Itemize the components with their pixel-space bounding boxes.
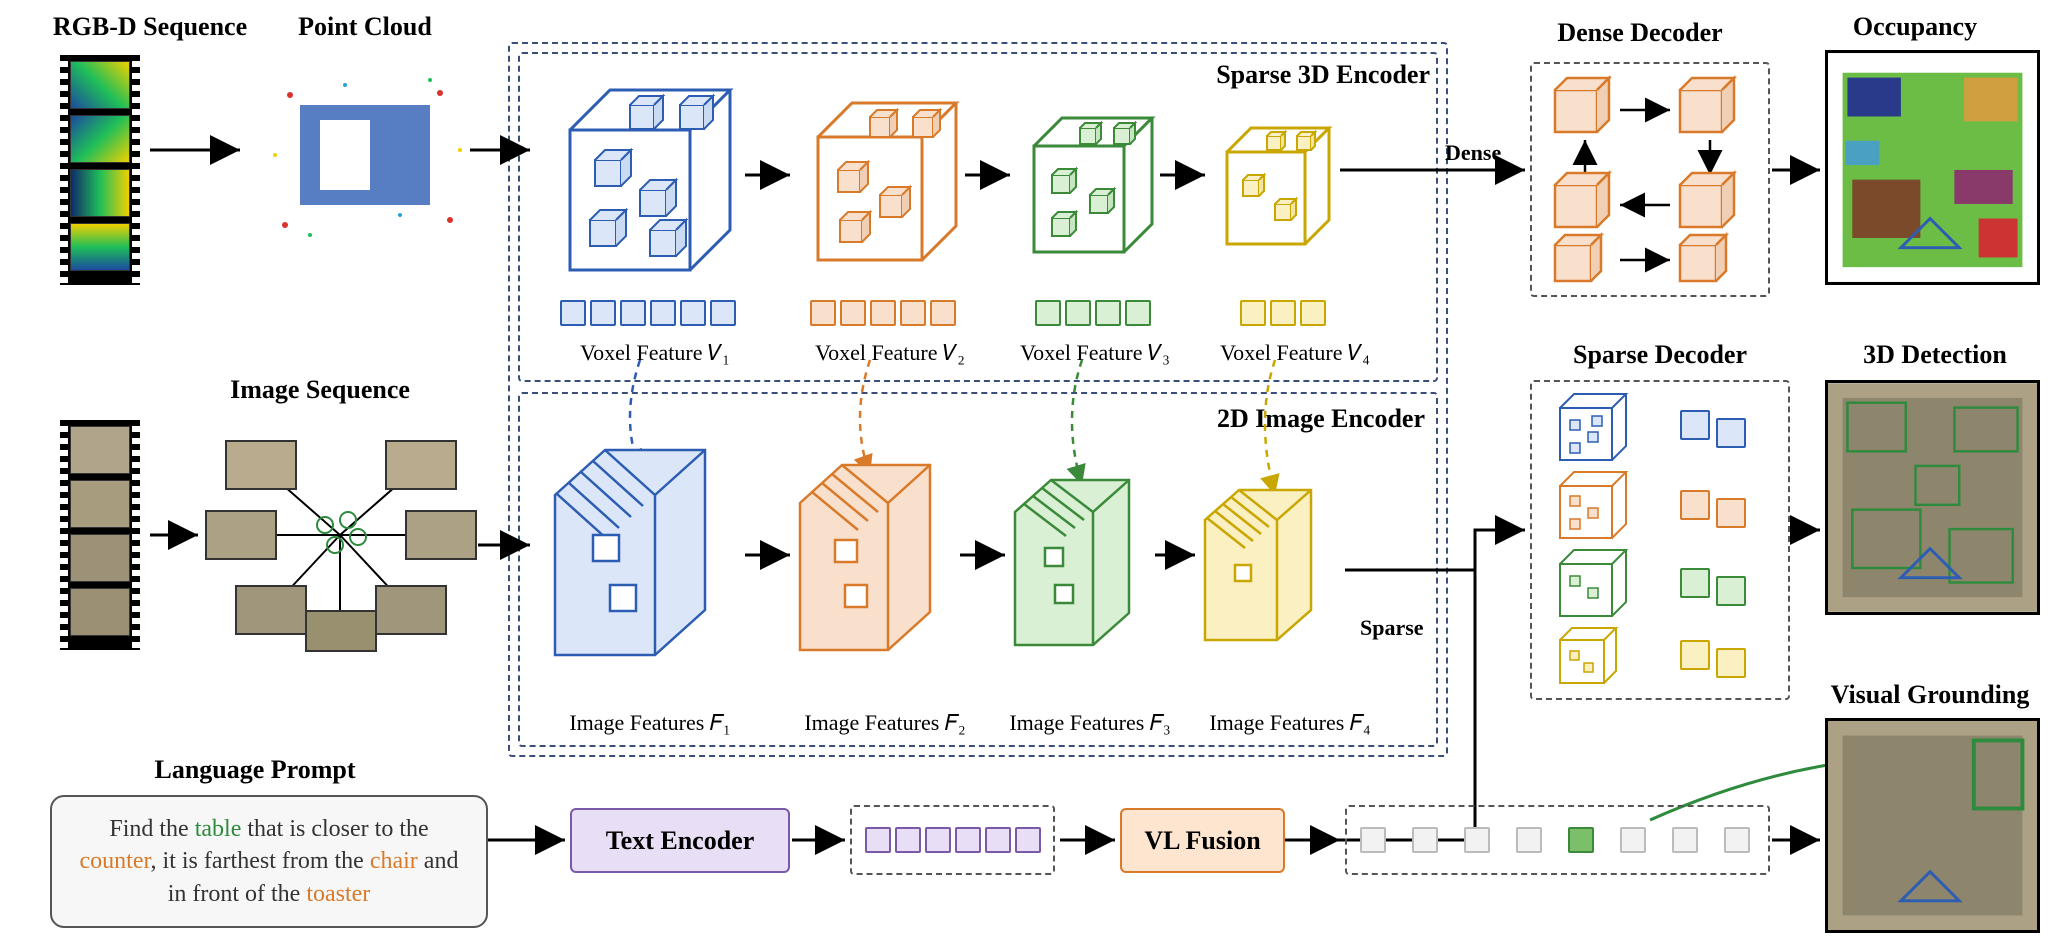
sparse-label: Sparse	[1360, 615, 1424, 641]
sparse-dec-token-2	[1680, 490, 1710, 520]
detection-output	[1825, 380, 2040, 615]
text-tokens	[865, 827, 1041, 853]
sparse-dec-token-2b	[1716, 498, 1746, 528]
image-stack-2	[790, 455, 975, 665]
dense-label: Dense	[1445, 140, 1501, 166]
voxel-tokens-4	[1240, 300, 1326, 326]
vf3-label: Voxel Feature 𝑉₃	[1000, 340, 1190, 366]
prompt-w4: toaster	[306, 881, 370, 907]
vf2-label: Voxel Feature 𝑉₂	[790, 340, 990, 366]
pointcloud-vis	[250, 55, 480, 255]
image-stack-1	[545, 440, 755, 670]
label-imgseq: Image Sequence	[205, 375, 435, 405]
label-sparse3d: Sparse 3D Encoder	[1180, 60, 1430, 90]
sparse-dec-token-4b	[1716, 648, 1746, 678]
voxel-cube-3	[1010, 100, 1170, 270]
label-img2d: 2D Image Encoder	[1180, 404, 1425, 434]
label-sparsedec: Sparse Decoder	[1530, 340, 1790, 370]
prompt-m2: , it is farthest from the	[151, 848, 370, 874]
prompt-m1: that is closer to the	[241, 816, 428, 842]
image-stack-3	[1005, 470, 1165, 660]
prompt-w1: table	[195, 816, 242, 842]
text-encoder-label: Text Encoder	[606, 826, 755, 856]
voxel-cube-1	[540, 70, 750, 290]
label-pointcloud: Point Cloud	[275, 12, 455, 42]
image-sequence-radial	[200, 415, 480, 655]
label-vg: Visual Grounding	[1805, 680, 2054, 710]
vf1-label: Voxel Feature 𝑉₁	[555, 340, 755, 366]
if4-label: Image Features 𝐹₄	[1185, 710, 1395, 736]
img-filmstrip	[60, 420, 140, 650]
if1-label: Image Features 𝐹₁	[540, 710, 760, 736]
grounding-output	[1825, 718, 2040, 933]
sparse-dec-token-1	[1680, 410, 1710, 440]
label-3ddet: 3D Detection	[1830, 340, 2040, 370]
prompt-w3: chair	[370, 848, 418, 874]
label-rgbd: RGB-D Sequence	[35, 12, 265, 42]
if3-label: Image Features 𝐹₃	[985, 710, 1195, 736]
label-langprompt: Language Prompt	[130, 755, 380, 785]
sparse-dec-token-1b	[1716, 418, 1746, 448]
prompt-w2: counter	[80, 848, 151, 874]
voxel-cube-2	[790, 85, 975, 280]
voxel-tokens-2	[810, 300, 956, 326]
vf4-label: Voxel Feature 𝑉₄	[1200, 340, 1390, 366]
sparse-dec-token-4	[1680, 640, 1710, 670]
label-occupancy: Occupancy	[1800, 12, 2030, 42]
sparse-dec-token-3b	[1716, 576, 1746, 606]
label-densedec: Dense Decoder	[1515, 18, 1765, 48]
vl-fusion-label: VL Fusion	[1144, 826, 1260, 856]
text-encoder: Text Encoder	[570, 808, 790, 873]
voxel-cube-4	[1205, 112, 1345, 262]
if2-label: Image Features 𝐹₂	[775, 710, 995, 736]
dense-decoder-cubes	[1540, 70, 1760, 290]
fusion-tokens	[1360, 827, 1750, 853]
occupancy-output	[1825, 50, 2040, 285]
prompt-box: Find the table that is closer to the cou…	[50, 795, 488, 928]
voxel-tokens-3	[1035, 300, 1151, 326]
rgbd-filmstrip	[60, 55, 140, 285]
sparse-dec-token-3	[1680, 568, 1710, 598]
voxel-tokens-1	[560, 300, 736, 326]
prompt-pre: Find the	[109, 816, 194, 842]
image-stack-4	[1195, 480, 1345, 655]
vl-fusion: VL Fusion	[1120, 808, 1285, 873]
